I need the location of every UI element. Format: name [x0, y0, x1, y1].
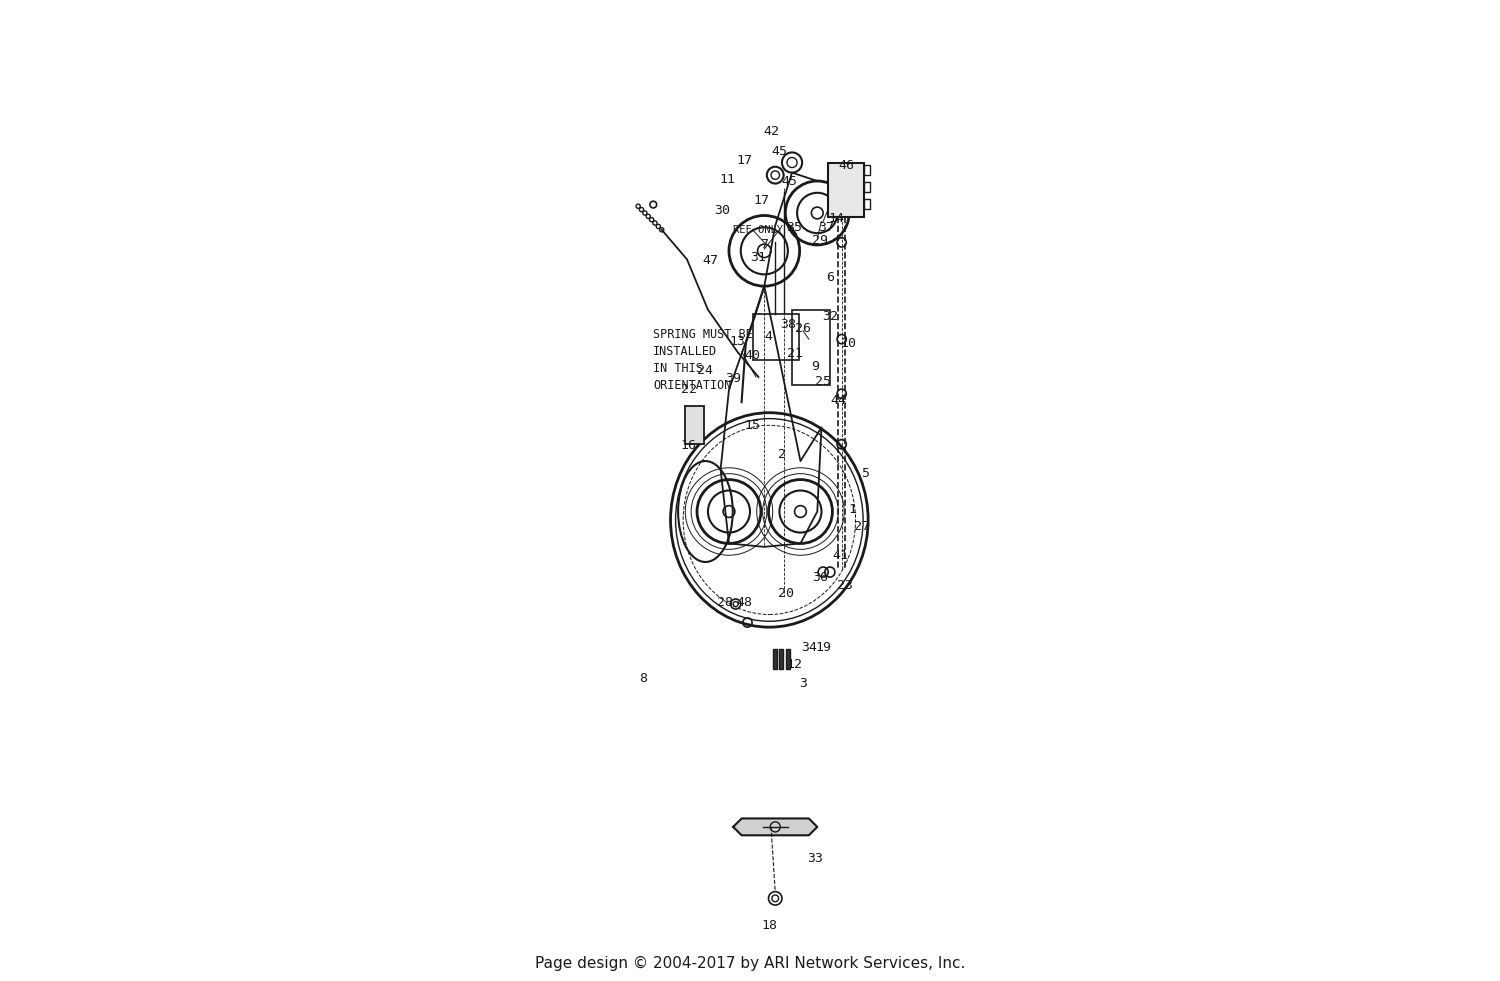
- Text: 17: 17: [753, 194, 770, 207]
- Text: 30: 30: [714, 204, 730, 217]
- Text: 13: 13: [729, 336, 746, 348]
- Text: 29: 29: [812, 234, 828, 247]
- Text: 21: 21: [786, 347, 802, 360]
- Text: 48: 48: [736, 595, 752, 609]
- Bar: [686, 406, 703, 444]
- Text: 14: 14: [828, 212, 844, 226]
- Text: Page design © 2004-2017 by ARI Network Services, Inc.: Page design © 2004-2017 by ARI Network S…: [536, 956, 964, 971]
- Text: 42: 42: [764, 125, 778, 138]
- Text: 18: 18: [762, 919, 777, 932]
- Bar: [864, 165, 870, 176]
- Text: REF ONLY: REF ONLY: [734, 225, 783, 234]
- Bar: [792, 310, 830, 386]
- Text: SPRING MUST BE
INSTALLED
IN THIS
ORIENTATION: SPRING MUST BE INSTALLED IN THIS ORIENTA…: [654, 329, 753, 392]
- Bar: [772, 648, 777, 669]
- Bar: [864, 199, 870, 209]
- Bar: [828, 163, 864, 217]
- Text: 3: 3: [800, 678, 807, 691]
- Text: 41: 41: [833, 548, 848, 562]
- Text: 31: 31: [750, 251, 766, 264]
- Text: 27: 27: [853, 520, 870, 533]
- Text: 5: 5: [861, 467, 868, 480]
- Bar: [786, 648, 790, 669]
- Bar: [778, 648, 783, 669]
- Text: 37: 37: [818, 221, 834, 233]
- Bar: [753, 314, 800, 360]
- Text: 7: 7: [760, 237, 768, 250]
- Text: 33: 33: [807, 852, 824, 864]
- Text: 4: 4: [765, 330, 772, 343]
- Text: 26: 26: [795, 322, 812, 335]
- Text: 22: 22: [681, 384, 696, 396]
- Text: 24: 24: [698, 364, 714, 377]
- Text: 45: 45: [782, 176, 798, 188]
- Polygon shape: [734, 818, 818, 835]
- Text: 25: 25: [815, 375, 831, 387]
- Text: 34: 34: [801, 642, 818, 654]
- Text: 10: 10: [840, 336, 856, 350]
- Text: 35: 35: [786, 221, 802, 233]
- Text: 12: 12: [786, 658, 802, 671]
- Text: 47: 47: [702, 254, 718, 268]
- Text: 40: 40: [744, 349, 760, 362]
- Text: 28: 28: [717, 595, 734, 609]
- Bar: [864, 181, 870, 192]
- Text: 1: 1: [849, 503, 856, 516]
- Text: 6: 6: [827, 271, 834, 284]
- Text: 15: 15: [744, 419, 760, 433]
- Text: 11: 11: [720, 173, 735, 185]
- Text: 39: 39: [724, 372, 741, 386]
- Text: 44: 44: [831, 394, 846, 407]
- Text: 38: 38: [780, 318, 796, 332]
- Text: 46: 46: [839, 159, 855, 172]
- Text: 36: 36: [812, 571, 828, 584]
- Text: 16: 16: [681, 439, 696, 452]
- Text: 2: 2: [778, 448, 786, 461]
- Text: 9: 9: [812, 360, 819, 374]
- Text: 20: 20: [778, 588, 794, 600]
- Text: 45: 45: [771, 145, 788, 158]
- Text: 23: 23: [837, 579, 854, 592]
- Text: 32: 32: [822, 310, 839, 323]
- Text: 17: 17: [736, 153, 752, 167]
- Text: 8: 8: [639, 672, 646, 685]
- Text: 19: 19: [815, 642, 831, 654]
